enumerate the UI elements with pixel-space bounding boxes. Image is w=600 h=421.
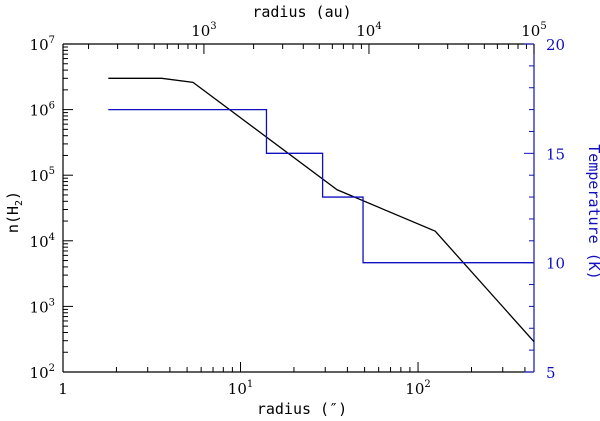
y-left-tick-label-exp: 4 bbox=[49, 232, 55, 243]
y-left-title-sub: 2 bbox=[14, 200, 25, 206]
axes-group bbox=[62, 43, 535, 373]
density-profile-line bbox=[108, 77, 535, 343]
x2-tick-label-base: 10 bbox=[356, 22, 375, 40]
x-tick-label: 102 bbox=[405, 379, 430, 398]
x2-tick-label: 104 bbox=[356, 21, 381, 40]
x-tick-label: 1 bbox=[58, 380, 68, 398]
x2-tick-label-base: 10 bbox=[191, 22, 210, 40]
x-tick-label-exp: 1 bbox=[247, 379, 253, 390]
y-left-tick-label-base: 10 bbox=[30, 233, 49, 251]
y-left-tick-label-base: 10 bbox=[30, 364, 49, 382]
y-right-axis-title: Temperature (K) bbox=[585, 144, 600, 279]
y-left-axis-title: n(H2) bbox=[4, 191, 25, 233]
y-left-tick-label: 104 bbox=[30, 232, 55, 251]
y-right-tick-label: 5 bbox=[546, 364, 556, 382]
y-right-tick-label: 20 bbox=[546, 36, 565, 54]
x2-tick-label-exp: 4 bbox=[375, 21, 381, 32]
series-group bbox=[108, 77, 535, 343]
y-left-tick-label-base: 10 bbox=[30, 102, 49, 120]
x-tick-label-base: 10 bbox=[228, 380, 247, 398]
temperature-profile-line bbox=[108, 108, 534, 264]
x2-tick-label-base: 10 bbox=[521, 22, 540, 40]
y-left-tick-label-exp: 6 bbox=[49, 101, 55, 112]
y-left-tick-label-base: 10 bbox=[30, 167, 49, 185]
y-left-title-base: n(H bbox=[4, 206, 22, 233]
y-left-title-close: ) bbox=[4, 191, 22, 200]
y-left-tick-label-base: 10 bbox=[30, 36, 49, 54]
x2-tick-label: 103 bbox=[191, 21, 216, 40]
y-right-tick-label: 15 bbox=[546, 145, 565, 163]
y-left-tick-label-base: 10 bbox=[30, 298, 49, 316]
x2-tick-label-exp: 5 bbox=[540, 21, 546, 32]
y-left-tick-label: 107 bbox=[30, 35, 55, 54]
x-tick-label-exp: 2 bbox=[424, 379, 430, 390]
y-left-tick-label: 102 bbox=[30, 363, 55, 382]
y-left-tick-label: 105 bbox=[30, 166, 55, 185]
y-right-tick-label: 10 bbox=[546, 255, 565, 273]
x-axis-title: radius (″) bbox=[257, 400, 347, 418]
x2-tick-label: 105 bbox=[521, 21, 546, 40]
y-left-tick-label: 106 bbox=[30, 101, 55, 120]
x-tick-label: 101 bbox=[228, 379, 253, 398]
x-tick-label-base: 1 bbox=[58, 380, 68, 398]
y-left-tick-label: 103 bbox=[30, 297, 55, 316]
x2-axis-title: radius (au) bbox=[252, 3, 351, 21]
y-left-tick-label-exp: 7 bbox=[49, 35, 55, 46]
x2-tick-label-exp: 3 bbox=[210, 21, 216, 32]
y-left-tick-label-exp: 5 bbox=[49, 166, 55, 177]
x-tick-label-base: 10 bbox=[405, 380, 424, 398]
y-left-tick-label-exp: 2 bbox=[49, 363, 55, 374]
y-left-tick-label-exp: 3 bbox=[49, 297, 55, 308]
